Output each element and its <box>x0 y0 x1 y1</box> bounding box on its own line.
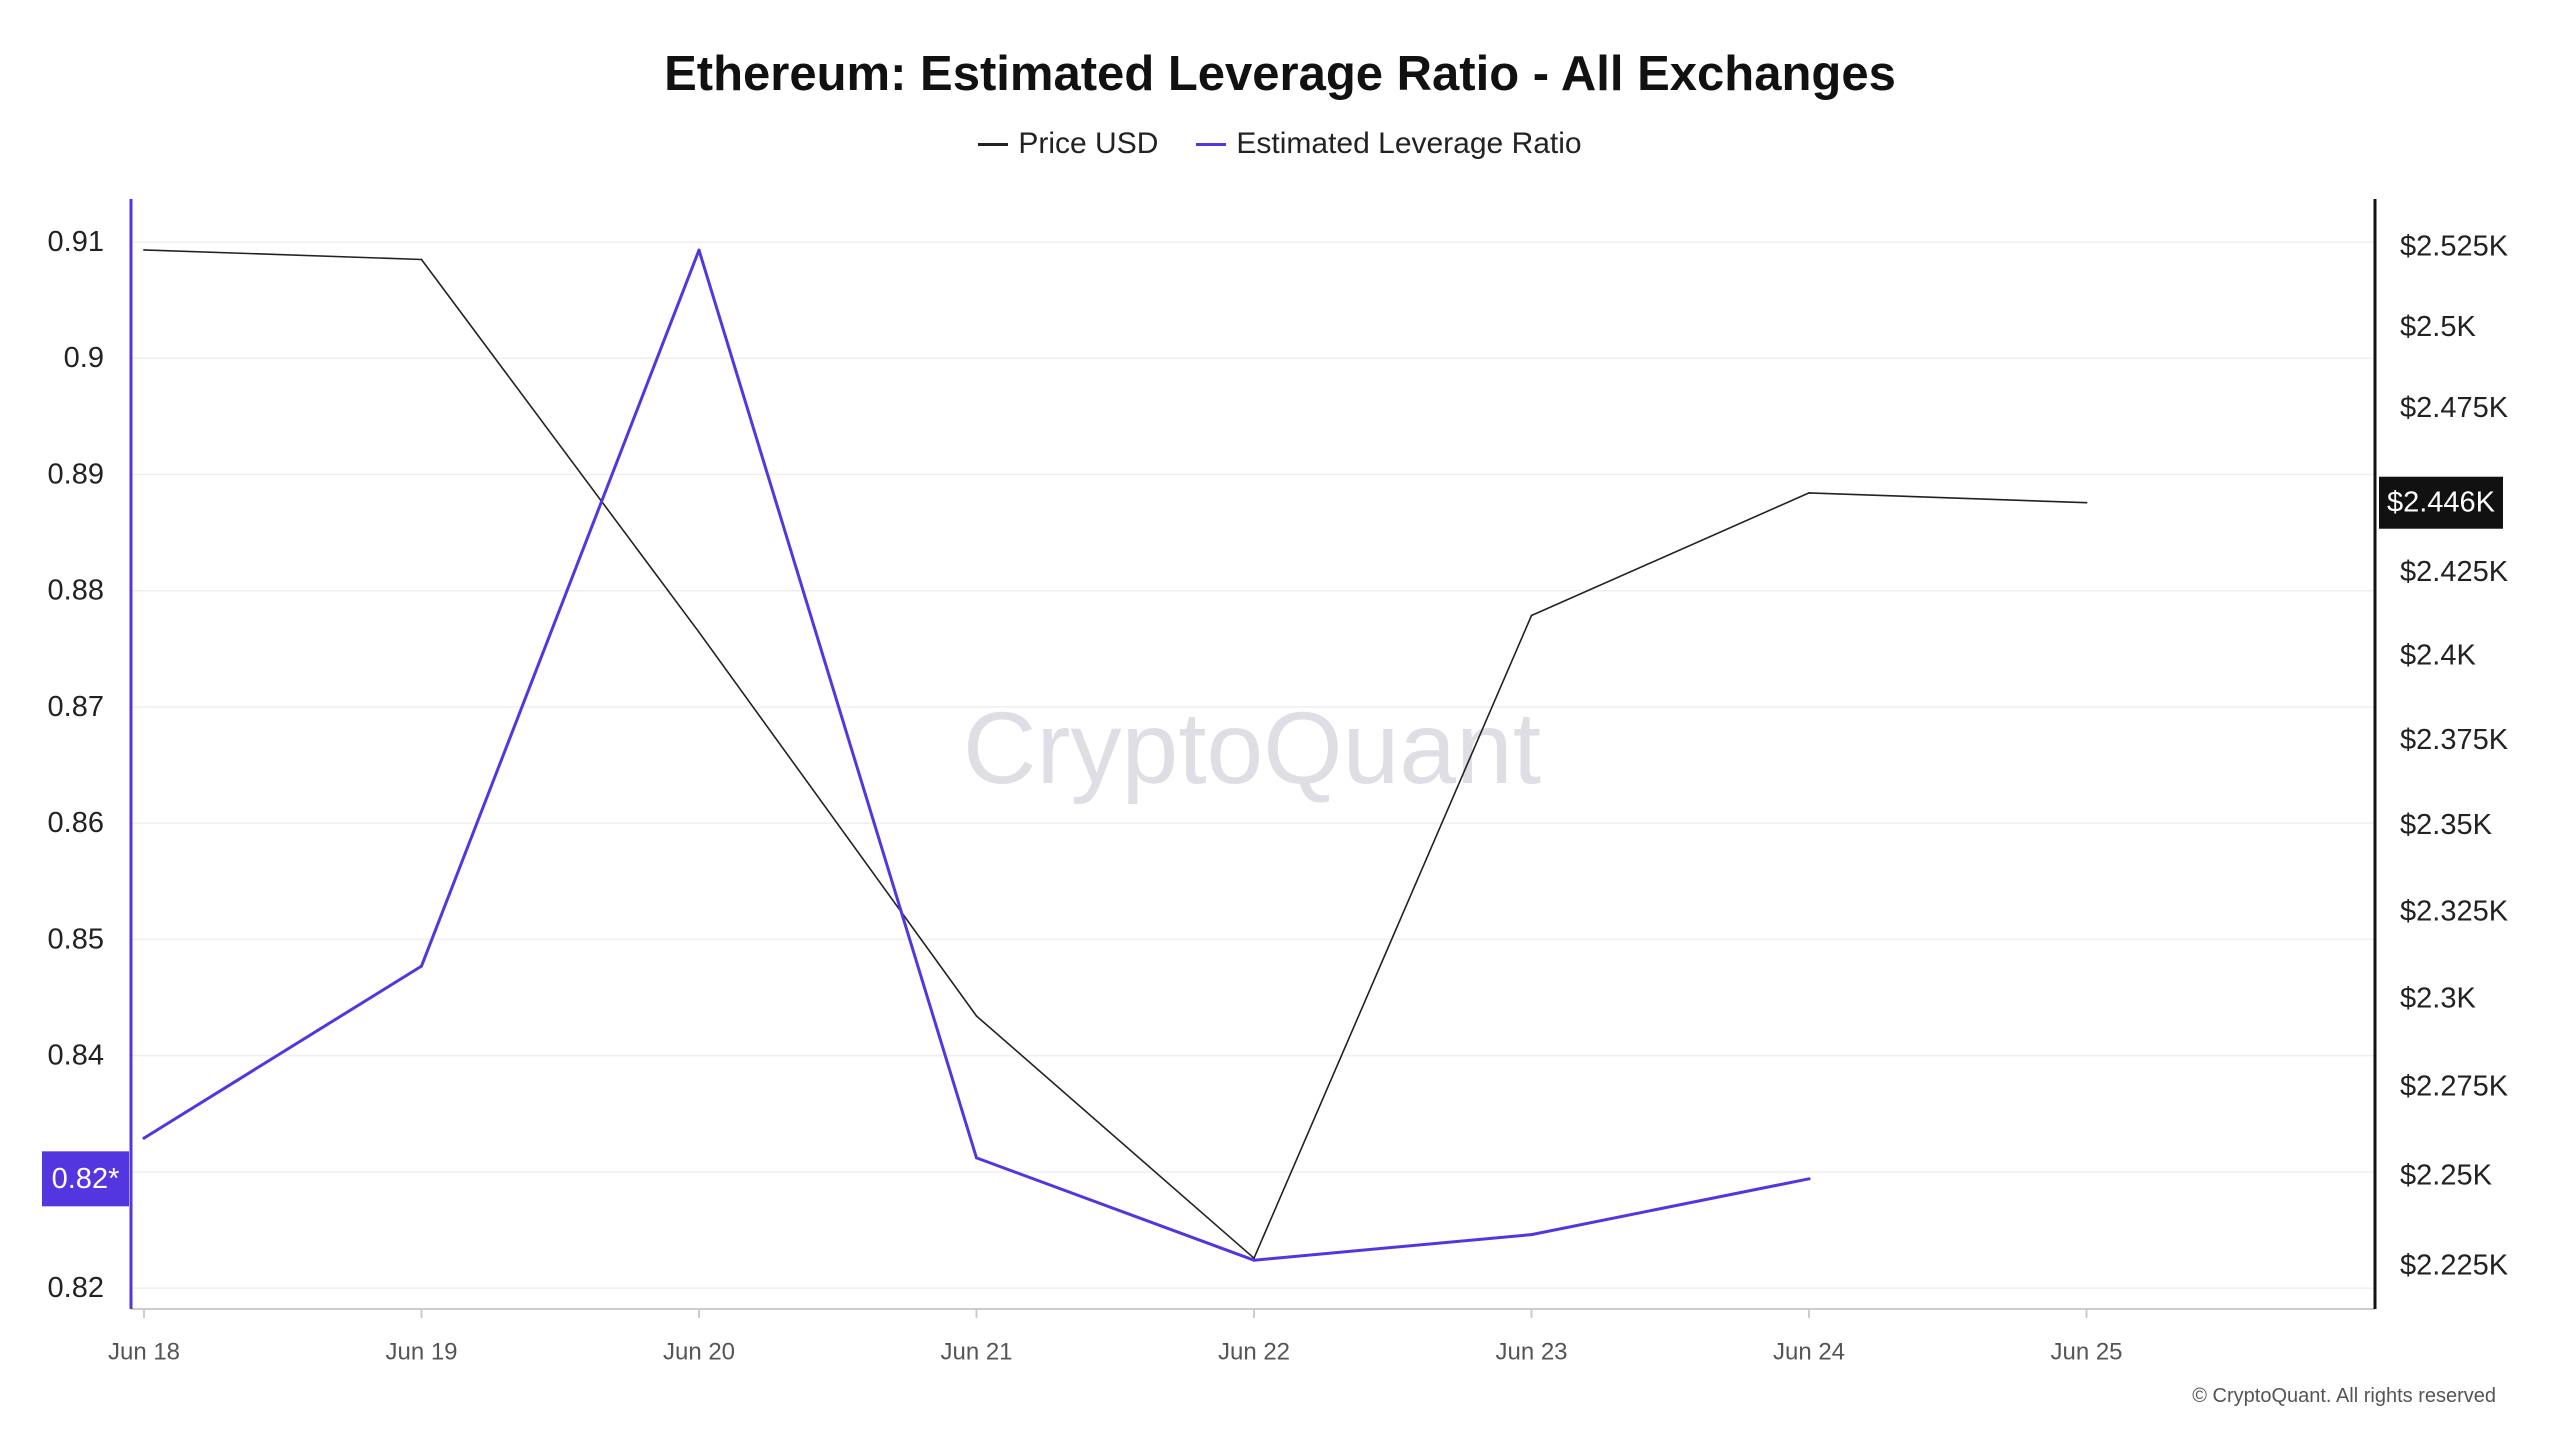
y-right-tick-label: $2.225K <box>2400 1249 2509 1281</box>
estimated-leverage-ratio-point <box>142 1136 146 1140</box>
watermark: CryptoQuant <box>962 691 1542 805</box>
legend-label-estimated-leverage-ratio: Estimated Leverage Ratio <box>1236 127 1582 160</box>
y-left-current-label: 0.82* <box>52 1163 120 1195</box>
x-tick-label: Jun 22 <box>1218 1339 1290 1366</box>
series-line-price-usd <box>143 249 2088 1259</box>
series <box>142 248 2088 1262</box>
y-right-current-badge <box>2379 476 2503 529</box>
y-right-tick-label: $2.275K <box>2400 1070 2509 1102</box>
x-tick-label: Jun 20 <box>663 1339 735 1366</box>
y-axis-left-labels: 0.91 0.9 0.89 0.88 0.87 0.86 0.85 0.84 0.82 <box>48 226 104 1304</box>
y-left-tick-label: 0.91 <box>48 226 104 258</box>
estimated-leverage-ratio-point <box>420 964 423 968</box>
y-right-tick-label: $2.375K <box>2400 724 2509 756</box>
y-left-tick-label: 0.82 <box>48 1272 104 1304</box>
estimated-leverage-ratio-point <box>1807 1177 1811 1181</box>
x-tick-label: Jun 21 <box>940 1339 1012 1366</box>
legend-item-price-usd[interactable]: Price USD <box>978 124 1158 164</box>
estimated-leverage-ratio-point <box>1252 1258 1256 1262</box>
price-usd-point <box>698 631 700 633</box>
price-usd-point <box>420 258 423 261</box>
y-right-tick-label: $2.475K <box>2400 392 2509 424</box>
y-right-tick-label: $2.4K <box>2400 640 2476 672</box>
price-usd-point <box>1808 492 1810 494</box>
chart-legend: Price USD Estimated Leverage Ratio <box>0 124 2560 164</box>
y-left-tick-label: 0.87 <box>48 691 104 723</box>
estimated-leverage-ratio-point <box>975 1156 978 1160</box>
estimated-leverage-ratio-point <box>1530 1233 1533 1237</box>
price-usd-point <box>975 1015 978 1017</box>
x-tick-label: Jun 24 <box>1773 1339 1845 1366</box>
current-value-badges: 0.82* $2.446K <box>42 476 2503 1207</box>
x-tick-label: Jun 25 <box>2050 1339 2122 1366</box>
legend-item-estimated-leverage-ratio[interactable]: Estimated Leverage Ratio <box>1196 124 1582 164</box>
y-left-tick-label: 0.84 <box>48 1040 104 1072</box>
axes <box>129 199 2377 1318</box>
price-usd-point <box>2085 501 2088 504</box>
series-line-estimated-leverage-ratio <box>142 248 1811 1262</box>
y-left-tick-label: 0.88 <box>48 575 104 607</box>
y-left-tick-label: 0.9 <box>64 342 104 374</box>
y-left-tick-label: 0.89 <box>48 458 104 490</box>
copyright-notice: © CryptoQuant. All rights reserved <box>2192 1385 2496 1407</box>
y-right-tick-label: $2.35K <box>2400 809 2493 841</box>
x-axis-labels: Jun 18 Jun 19 Jun 20 Jun 21 Jun 22 Jun 23 Jun … <box>108 1339 2123 1366</box>
chart-title: Ethereum: Estimated Leverage Ratio - All… <box>664 47 1896 101</box>
legend-label-price-usd: Price USD <box>1018 127 1159 160</box>
y-left-tick-label: 0.85 <box>48 923 104 955</box>
estimated-leverage-ratio-point <box>697 248 701 252</box>
y-left-current-badge <box>42 1151 129 1207</box>
y-right-tick-label: $2.425K <box>2400 556 2509 588</box>
x-tick-label: Jun 23 <box>1495 1339 1567 1366</box>
legend-swatch-price-usd <box>978 142 1009 146</box>
y-axis-right-labels: $2.525K $2.5K $2.475K $2.425K $2.4K $2.375K $2… <box>2400 231 2509 1282</box>
y-right-tick-label: $2.25K <box>2400 1159 2493 1191</box>
y-left-tick-label: 0.86 <box>48 807 104 839</box>
price-usd-point <box>143 249 145 251</box>
price-usd-point <box>1530 614 1533 617</box>
y-right-tick-label: $2.3K <box>2400 982 2476 1014</box>
legend-swatch-estimated-leverage-ratio <box>1196 142 1227 146</box>
x-tick-label: Jun 19 <box>385 1339 457 1366</box>
y-right-tick-label: $2.525K <box>2400 231 2509 263</box>
gridlines <box>131 241 2375 1289</box>
y-right-tick-label: $2.5K <box>2400 311 2476 343</box>
y-right-tick-label: $2.325K <box>2400 895 2509 927</box>
x-tick-label: Jun 18 <box>108 1339 180 1366</box>
y-right-current-label: $2.446K <box>2387 487 2496 519</box>
